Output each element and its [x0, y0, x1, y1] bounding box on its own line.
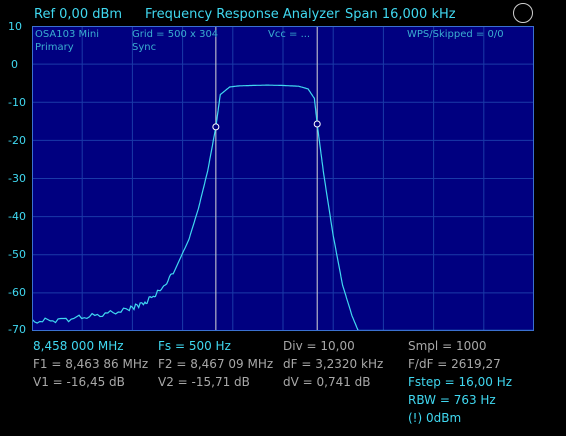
division-readout: Div = 10,00: [283, 339, 355, 353]
frequency-response-plot[interactable]: [32, 26, 534, 331]
marker1-frequency: F1 = 8,463 86 MHz: [33, 357, 149, 371]
plot-border: [32, 26, 534, 331]
output-level: (!) 0dBm: [408, 411, 462, 425]
sample-rate: Fs = 500 Hz: [158, 339, 231, 353]
y-tick-label: 10: [8, 20, 22, 33]
y-tick-label: -40: [8, 210, 26, 223]
grid-label: Grid = 500 x 304: [132, 29, 219, 40]
y-tick-label: -60: [8, 286, 26, 299]
frequency-step: Fstep = 16,00 Hz: [408, 375, 513, 389]
delta-frequency: dF = 3,2320 kHz: [283, 357, 384, 371]
grid-lines: [32, 26, 534, 331]
marker2-frequency: F2 = 8,467 09 MHz: [158, 357, 274, 371]
y-tick-label: -20: [8, 134, 26, 147]
marker1-value: V1 = -16,45 dB: [33, 375, 125, 389]
y-tick-label: -10: [8, 96, 26, 109]
marker-lines: [215, 26, 318, 331]
marker-point-2: [313, 120, 321, 128]
rbw-readout: RBW = 763 Hz: [408, 393, 496, 407]
ref-level: Ref 0,00 dBm: [34, 7, 123, 22]
delta-value: dV = 0,741 dB: [283, 375, 371, 389]
wps-label: WPS/Skipped = 0/0: [407, 29, 504, 40]
device-label: OSA103 Mini: [35, 29, 100, 40]
mode-label: Primary: [35, 42, 74, 53]
y-tick-label: -30: [8, 172, 26, 185]
marker2-value: V2 = -15,71 dB: [158, 375, 250, 389]
y-tick-label: 0: [11, 58, 18, 71]
f-over-df-readout: F/dF = 2619,27: [408, 357, 501, 371]
circle-icon[interactable]: [513, 3, 533, 23]
marker-points: [212, 120, 321, 131]
y-tick-label: -50: [8, 248, 26, 261]
marker-point-1: [212, 123, 220, 131]
y-tick-label: -70: [8, 323, 26, 336]
samples-readout: Smpl = 1000: [408, 339, 487, 353]
start-frequency: 8,458 000 MHz: [33, 339, 124, 353]
vcc-label: Vcc = ...: [268, 29, 311, 40]
window-title: Frequency Response Analyzer: [145, 7, 340, 22]
sync-label: Sync: [132, 42, 157, 53]
span-readout: Span 16,000 kHz: [345, 7, 456, 22]
